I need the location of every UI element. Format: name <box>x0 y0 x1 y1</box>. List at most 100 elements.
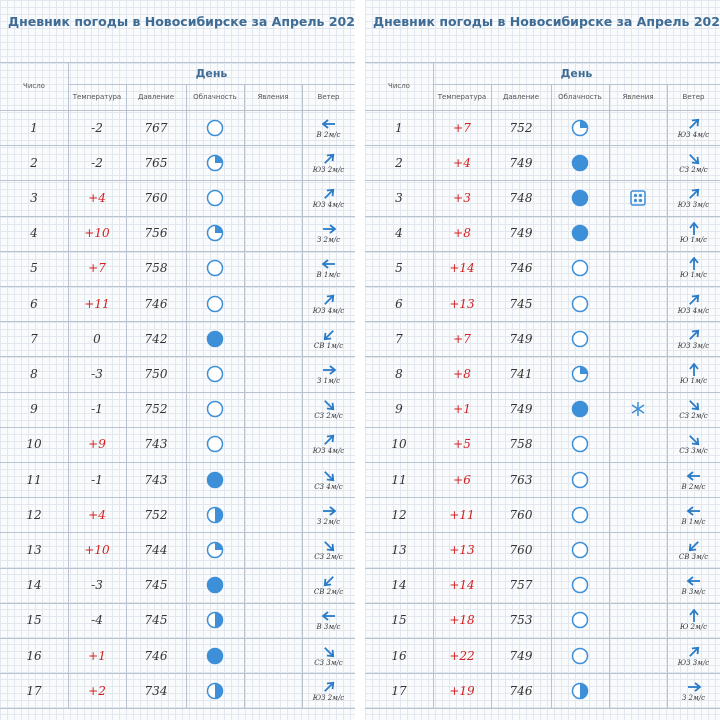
wind-label: ЮЗ 3м/с <box>677 200 710 209</box>
wind-arrow <box>688 646 699 657</box>
wind-arrow <box>688 329 699 340</box>
day-number: 15 <box>391 613 407 628</box>
row-border <box>0 532 355 534</box>
row-border <box>433 84 720 85</box>
table-panel: Дневник погоды в Новосибирске за Апрель … <box>365 0 720 720</box>
cloud-icon <box>571 154 589 172</box>
row-border <box>0 321 355 323</box>
wind-label: ЮЗ 4м/с <box>312 447 345 456</box>
row-border <box>0 110 355 111</box>
wind-arrow <box>688 257 699 271</box>
column-border <box>667 84 668 709</box>
wind: З 2м/с <box>302 216 355 251</box>
row-border <box>365 180 720 182</box>
row-border <box>0 602 355 604</box>
day-number: 1 <box>395 120 403 135</box>
wind-arrow <box>686 470 700 481</box>
cloudiness <box>551 145 609 180</box>
wind-arrow <box>688 222 699 236</box>
wind-arrow <box>323 188 334 199</box>
wind-label: ЮЗ 2м/с <box>312 165 345 174</box>
wind: ЮЗ 3м/с <box>667 321 720 356</box>
day-number: 2 <box>395 155 403 170</box>
wind-label: СВ 2м/с <box>313 588 344 597</box>
wind-label: З 1м/с <box>316 376 341 385</box>
temperature: +4 <box>88 190 106 205</box>
wind: СЗ 4м/с <box>302 462 355 497</box>
pressure: 743 <box>144 437 168 452</box>
wind: З 2м/с <box>667 673 720 708</box>
wind-label: СЗ 4м/с <box>314 482 343 491</box>
row-border <box>365 356 720 358</box>
wind: З 1м/с <box>302 356 355 391</box>
day-number: 17 <box>26 683 42 698</box>
row-border <box>365 426 720 428</box>
wind-label: СЗ 2м/с <box>314 412 343 421</box>
temperature: +18 <box>449 613 475 628</box>
wind-label: ЮЗ 3м/с <box>677 341 710 350</box>
cloud-icon <box>571 400 589 418</box>
wind: СЗ 3м/с <box>302 638 355 673</box>
wind: СЗ 3м/с <box>667 427 720 462</box>
phenomena-symbol <box>630 190 646 206</box>
wind-arrow <box>323 470 334 481</box>
wind: ЮЗ 4м/с <box>667 286 720 321</box>
wind-arrow <box>321 611 335 622</box>
row-border <box>365 215 720 217</box>
wind-arrow <box>688 541 699 552</box>
temperature: +5 <box>453 437 471 452</box>
temperature: +4 <box>88 507 106 522</box>
pressure: 767 <box>144 120 168 135</box>
column-border <box>244 84 245 709</box>
temperature: +13 <box>449 296 475 311</box>
day-number: 17 <box>391 683 407 698</box>
header-cell: Число <box>23 82 45 90</box>
temperature: +10 <box>84 542 110 557</box>
cloud-icon <box>571 436 589 453</box>
cloud-icon <box>206 436 224 453</box>
row-border <box>0 567 355 569</box>
row-border <box>0 215 355 217</box>
wind-label: В 3м/с <box>316 623 341 632</box>
wind-arrow <box>686 576 700 586</box>
cloud-icon <box>571 471 589 488</box>
cloud-icon <box>206 189 224 207</box>
day-number: 13 <box>391 542 407 557</box>
day-number: 12 <box>26 507 42 522</box>
wind: В 1м/с <box>302 251 355 286</box>
temperature: +3 <box>453 190 471 205</box>
cloudiness <box>186 110 244 145</box>
header-cell: Давление <box>502 93 540 101</box>
wind-label: З 2м/с <box>316 236 341 245</box>
column-border <box>126 84 127 709</box>
day-number: 3 <box>395 190 403 205</box>
day-number: 14 <box>391 578 407 593</box>
pressure: 752 <box>144 507 168 522</box>
wind-label: В 3м/с <box>681 588 706 597</box>
cloud-icon <box>206 260 224 277</box>
cloudiness <box>186 673 244 708</box>
wind: Ю 1м/с <box>667 251 720 286</box>
wind-label: В 1м/с <box>316 271 341 280</box>
cloudiness <box>186 462 244 497</box>
wind: Ю 1м/с <box>667 356 720 391</box>
day-number: 5 <box>395 261 403 276</box>
wind-label: З 2м/с <box>316 517 341 526</box>
row-border <box>365 321 720 323</box>
wind-label: З 2м/с <box>681 693 706 702</box>
row-border <box>365 602 720 604</box>
day-number: 9 <box>395 402 403 417</box>
table-title: Дневник погоды в Новосибирске за Апрель … <box>373 14 720 29</box>
day-number: 1 <box>30 120 38 135</box>
cloudiness <box>551 603 609 638</box>
row-border <box>0 426 355 428</box>
cloudiness <box>551 497 609 532</box>
cloud-icon <box>571 506 589 524</box>
header-cell: Температура <box>72 93 122 101</box>
wind-label: В 1м/с <box>681 517 706 526</box>
pressure: 749 <box>509 155 533 170</box>
cloudiness <box>186 638 244 673</box>
pressure: 741 <box>509 366 533 381</box>
pressure: 742 <box>144 331 168 346</box>
cloud-icon <box>571 295 589 312</box>
